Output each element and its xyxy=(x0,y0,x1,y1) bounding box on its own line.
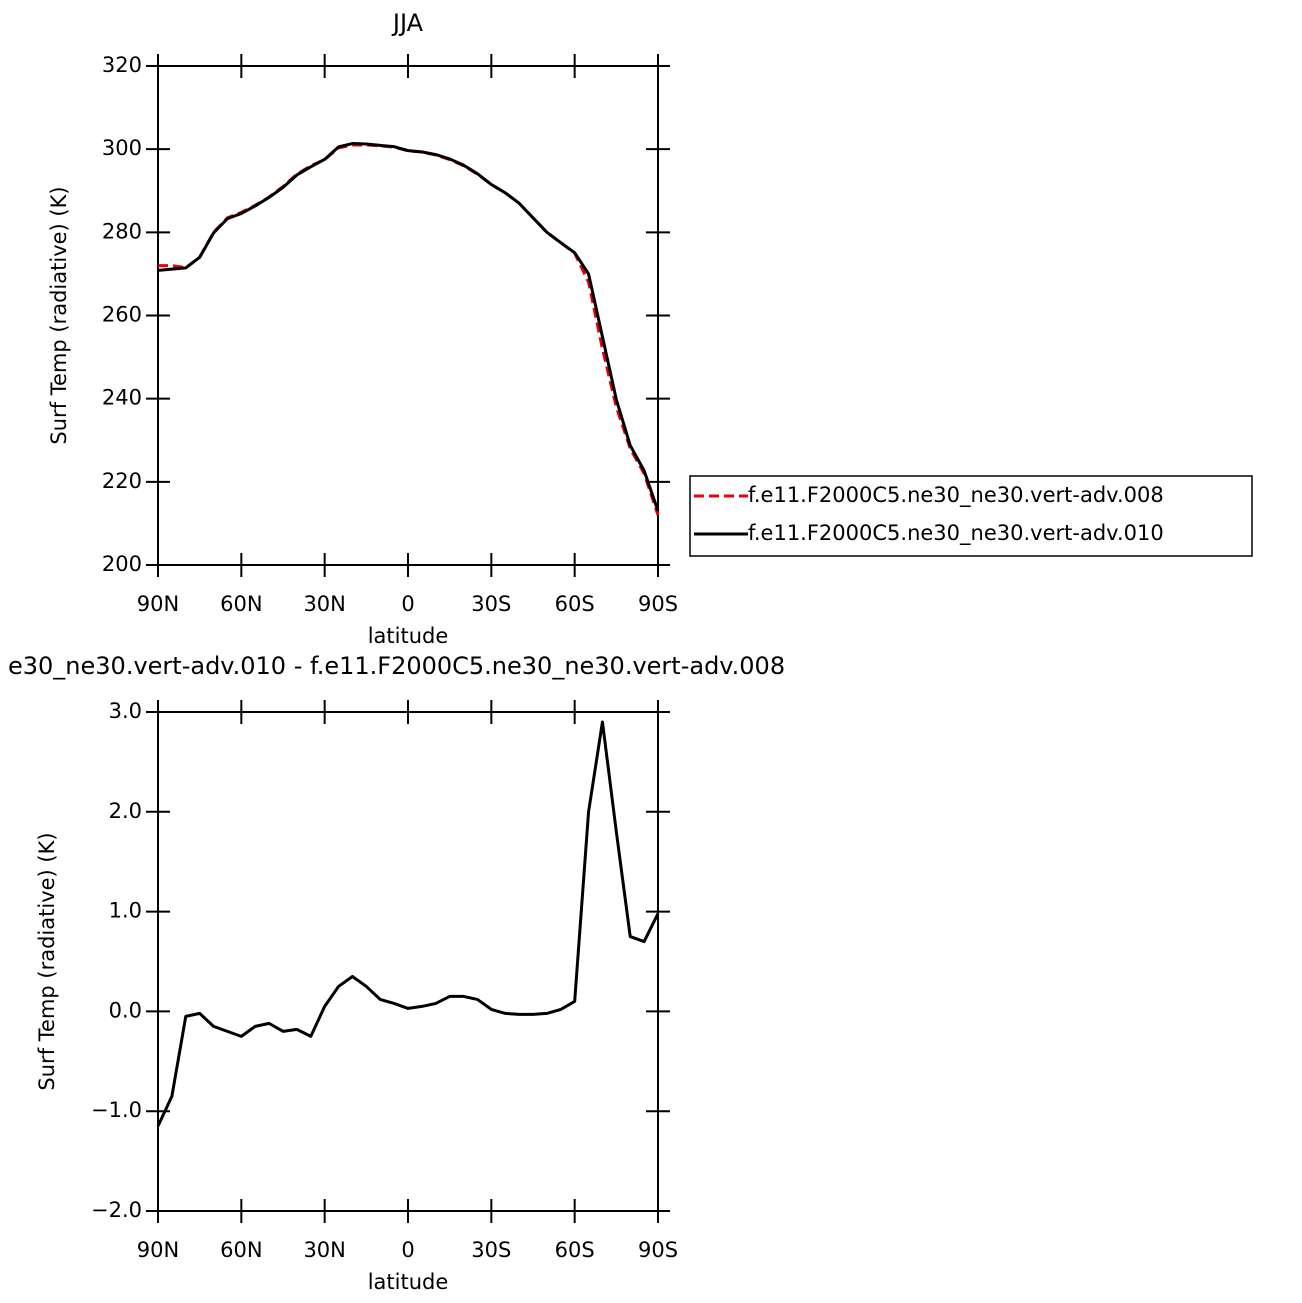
x-tick-label: 90N xyxy=(137,1238,179,1262)
y-tick-label: 240 xyxy=(102,386,142,410)
y-tick-label: −2.0 xyxy=(91,1198,142,1222)
legend-box xyxy=(689,475,1253,557)
x-tick-label: 60N xyxy=(220,592,262,616)
plot-frame xyxy=(157,711,659,1212)
x-tick-label: 30N xyxy=(303,592,345,616)
x-tick-label: 60S xyxy=(555,592,595,616)
legend-label: f.e11.F2000C5.ne30_ne30.vert-adv.008 xyxy=(748,483,1164,508)
x-tick-label: 30S xyxy=(471,592,511,616)
y-tick-label: 220 xyxy=(102,469,142,493)
x-tick-label: 60S xyxy=(555,1238,595,1262)
y-axis-label: Surf Temp (radiative) (K) xyxy=(47,186,71,444)
data-line xyxy=(156,720,660,1127)
chart-title: e30_ne30.vert-adv.010 - f.e11.F2000C5.ne… xyxy=(8,652,785,680)
y-tick-label: −1.0 xyxy=(91,1098,142,1122)
data-line xyxy=(157,142,660,512)
x-tick-label: 60N xyxy=(220,1238,262,1262)
y-tick-label: 1.0 xyxy=(109,899,142,923)
x-tick-label: 90S xyxy=(638,1238,678,1262)
x-axis-label: latitude xyxy=(368,1270,449,1294)
plot-frame xyxy=(157,65,659,566)
y-tick-label: 260 xyxy=(102,303,142,327)
legend-label: f.e11.F2000C5.ne30_ne30.vert-adv.010 xyxy=(748,521,1164,546)
y-tick-label: 320 xyxy=(102,53,142,77)
x-tick-label: 0 xyxy=(401,1238,414,1262)
chart-title: JJA xyxy=(391,9,424,37)
x-tick-label: 0 xyxy=(401,592,414,616)
x-tick-label: 90S xyxy=(638,592,678,616)
y-tick-label: 0.0 xyxy=(109,998,142,1022)
data-line xyxy=(158,143,660,516)
y-tick-label: 2.0 xyxy=(109,799,142,823)
x-tick-label: 30N xyxy=(303,1238,345,1262)
y-axis-label: Surf Temp (radiative) (K) xyxy=(35,832,59,1090)
y-tick-label: 280 xyxy=(102,219,142,243)
x-tick-label: 30S xyxy=(471,1238,511,1262)
y-tick-label: 200 xyxy=(102,552,142,576)
x-axis-label: latitude xyxy=(368,624,449,648)
x-tick-label: 90N xyxy=(137,592,179,616)
y-tick-label: 300 xyxy=(102,136,142,160)
y-tick-label: 3.0 xyxy=(109,699,142,723)
